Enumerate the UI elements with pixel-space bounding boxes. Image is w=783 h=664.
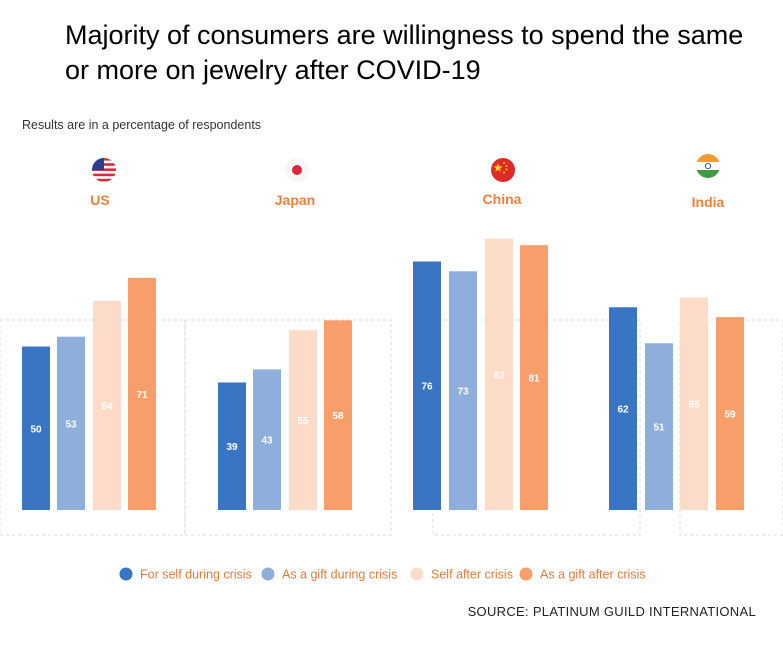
bars: [22, 238, 744, 510]
bar-label-us-as-a-gift-after-crisis: 71: [136, 390, 148, 401]
bar-japan-as-a-gift-during-crisis: [253, 369, 281, 510]
chart-subtitle: Results are in a percentage of responden…: [22, 118, 262, 132]
bar-japan-self-after-crisis: [289, 330, 317, 510]
bar-label-china-self-after-crisis: 83: [493, 370, 505, 381]
bar-china-for-self-during-crisis: [413, 261, 441, 510]
japan-flag-icon: [285, 158, 309, 182]
bar-value-labels: 50 53 64 71 39 43 55 58 76 73 83 81 62 51 65 59: [30, 370, 736, 453]
bar-label-us-self-after-crisis: 64: [101, 401, 113, 412]
legend-label-for-self-during-crisis: For self during crisis: [140, 568, 252, 582]
bar-india-self-after-crisis: [680, 297, 708, 510]
legend-label-as-a-gift-during-crisis: As a gift during crisis: [282, 568, 397, 582]
bar-china-self-after-crisis: [485, 238, 513, 510]
bar-china-as-a-gift-during-crisis: [449, 271, 477, 510]
legend-marker-as-a-gift-during-crisis: [261, 567, 275, 581]
source-note: SOURCE: PLATINUM GUILD INTERNATIONAL: [467, 604, 756, 619]
bar-india-for-self-during-crisis: [609, 307, 637, 510]
china-flag-icon: [491, 158, 515, 182]
legend-marker-self-after-crisis: [410, 567, 424, 581]
bar-label-us-as-a-gift-during-crisis: 53: [65, 419, 77, 430]
chart-title: Majority of consumers are willingness to…: [65, 20, 744, 85]
country-label-china: China: [483, 191, 522, 207]
bar-us-as-a-gift-during-crisis: [57, 336, 85, 510]
bar-us-for-self-during-crisis: [22, 346, 50, 510]
country-label-us: US: [90, 192, 109, 208]
legend-label-self-after-crisis: Self after crisis: [431, 568, 513, 582]
bar-label-china-as-a-gift-after-crisis: 81: [528, 374, 540, 385]
bar-india-as-a-gift-after-crisis: [716, 317, 744, 510]
bar-label-japan-as-a-gift-during-crisis: 43: [261, 436, 273, 447]
legend-marker-for-self-during-crisis: [119, 567, 133, 581]
us-flag-icon: [92, 158, 116, 182]
legend: For self during crisis As a gift during c…: [119, 567, 646, 582]
bar-label-india-as-a-gift-during-crisis: 51: [653, 423, 665, 434]
legend-label-as-a-gift-after-crisis: As a gift after crisis: [540, 568, 646, 582]
bar-label-china-as-a-gift-during-crisis: 73: [457, 387, 469, 398]
legend-marker-as-a-gift-after-crisis: [519, 567, 533, 581]
bar-india-as-a-gift-during-crisis: [645, 343, 673, 510]
bar-label-india-for-self-during-crisis: 62: [617, 405, 629, 416]
bar-us-as-a-gift-after-crisis: [128, 277, 156, 510]
india-flag-icon: [696, 154, 720, 178]
bar-japan-for-self-during-crisis: [218, 382, 246, 510]
country-label-india: India: [692, 194, 725, 210]
country-labels: US Japan China India: [90, 191, 724, 210]
bar-label-india-as-a-gift-after-crisis: 59: [724, 410, 736, 421]
panel-japan: [184, 319, 392, 536]
country-label-japan: Japan: [275, 192, 315, 208]
bar-us-self-after-crisis: [93, 300, 121, 510]
bar-label-japan-self-after-crisis: 55: [297, 416, 309, 427]
bar-label-us-for-self-during-crisis: 50: [30, 424, 42, 435]
bar-label-india-self-after-crisis: 65: [688, 400, 700, 411]
bar-china-as-a-gift-after-crisis: [520, 245, 548, 510]
panel-us: [0, 319, 186, 536]
bar-label-china-for-self-during-crisis: 76: [421, 382, 433, 393]
bar-label-japan-for-self-during-crisis: 39: [226, 442, 238, 453]
bar-japan-as-a-gift-after-crisis: [324, 320, 352, 510]
bar-label-japan-as-a-gift-after-crisis: 58: [332, 411, 344, 422]
